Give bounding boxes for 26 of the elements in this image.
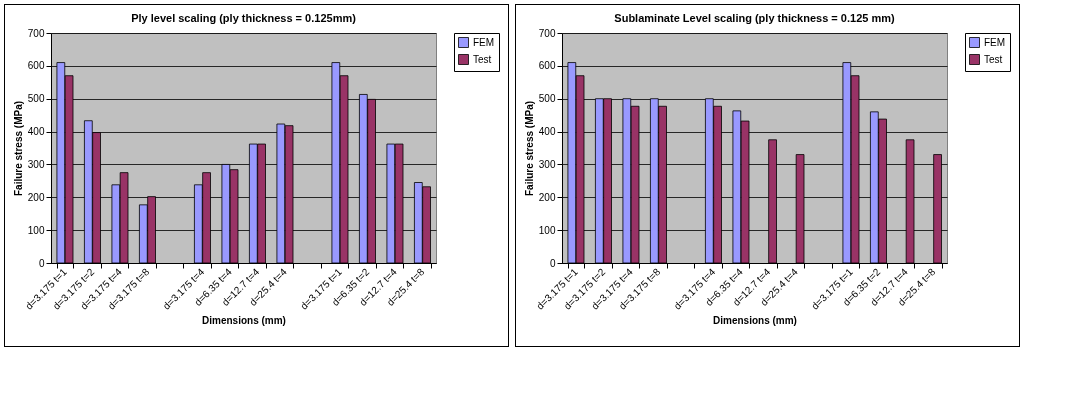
x-axis-title: Dimensions (mm) xyxy=(713,314,797,326)
y-tick-label: 100 xyxy=(27,224,45,236)
y-tick-label: 300 xyxy=(538,158,556,170)
y-tick-label: 300 xyxy=(27,158,45,170)
y-tick-label: 0 xyxy=(549,257,556,269)
y-tick-label: 500 xyxy=(538,93,556,105)
y-tick-label: 400 xyxy=(538,126,556,138)
y-tick-label: 600 xyxy=(538,60,556,72)
y-tick-label: 0 xyxy=(38,257,45,269)
chart-title: Ply level scaling (ply thickness = 0.125mm) xyxy=(131,12,357,24)
legend-label: FEM xyxy=(984,36,1006,48)
y-tick-label: 400 xyxy=(27,126,45,138)
y-tick-label: 200 xyxy=(538,191,556,203)
x-axis-title: Dimensions (mm) xyxy=(202,314,286,326)
y-tick-label: 100 xyxy=(538,224,556,236)
legend-label: Test xyxy=(473,53,492,65)
y-tick-label: 600 xyxy=(27,60,45,72)
y-tick-label: 500 xyxy=(27,93,45,105)
chart-title: Sublaminate Level scaling (ply thickness = 0.125 mm) xyxy=(614,12,895,24)
y-tick-label: 200 xyxy=(27,191,45,203)
y-axis-title: Failure stress (MPa) xyxy=(12,100,24,197)
legend-label: FEM xyxy=(473,36,495,48)
y-axis-title: Failure stress (MPa) xyxy=(523,100,535,197)
y-tick-label: 700 xyxy=(538,27,556,39)
legend-label: Test xyxy=(984,53,1003,65)
y-tick-label: 700 xyxy=(27,27,45,39)
